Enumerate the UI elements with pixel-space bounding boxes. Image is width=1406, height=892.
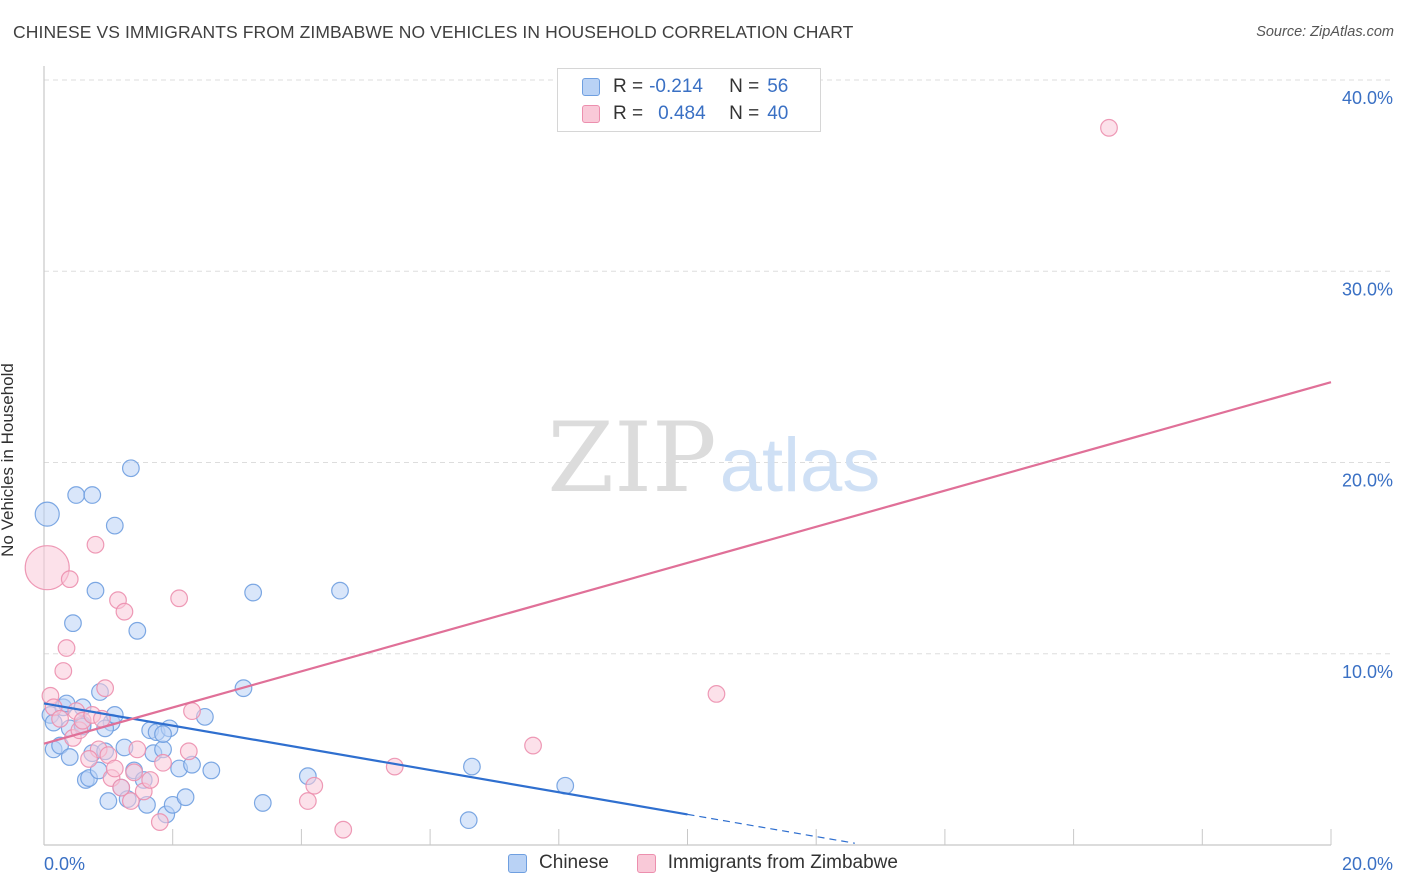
r-label: R = [613, 103, 644, 124]
tick-labels: 10.0% 20.0% 30.0% 40.0% 0.0% 20.0% [44, 88, 1393, 874]
point-chinese [64, 614, 82, 633]
stats-row-zimbabwe: R = 0.484 N = 40 [582, 102, 788, 126]
point-chinese [463, 757, 481, 776]
legend-label-chinese: Chinese [539, 852, 609, 873]
point-chinese [121, 459, 140, 478]
point-zimbabwe [125, 763, 143, 782]
point-zimbabwe [305, 776, 324, 795]
trend-line-zimbabwe [43, 381, 1332, 745]
point-chinese [128, 621, 147, 640]
point-zimbabwe [105, 759, 124, 778]
legend-item-chinese[interactable]: Chinese [508, 852, 609, 874]
point-zimbabwe [141, 771, 160, 789]
y-tick-label: 20.0% [1342, 471, 1393, 491]
point-zimbabwe [334, 820, 353, 839]
point-chinese [244, 583, 263, 602]
point-chinese [163, 795, 182, 814]
trend-lines [43, 381, 1332, 844]
point-chinese [67, 486, 86, 504]
legend-swatch-zimbabwe [636, 853, 656, 873]
watermark-atlas: atlas [720, 423, 881, 508]
point-chinese [105, 516, 124, 535]
point-zimbabwe [51, 709, 69, 728]
point-zimbabwe [80, 750, 98, 768]
y-tick-label: 30.0% [1342, 279, 1393, 299]
point-zimbabwe [150, 813, 169, 831]
point-zimbabwe [707, 685, 726, 703]
point-zimbabwe [57, 639, 76, 657]
y-tick-label: 40.0% [1342, 88, 1393, 108]
point-zimbabwe [112, 778, 131, 797]
stats-swatch-chinese [582, 78, 600, 96]
point-zimbabwe [183, 702, 201, 721]
point-zimbabwe [524, 736, 542, 755]
point-zimbabwe [128, 740, 147, 759]
point-zimbabwe [170, 589, 189, 608]
point-zimbabwe [298, 792, 317, 810]
n-value: 56 [767, 76, 789, 97]
point-chinese [34, 501, 60, 527]
point-zimbabwe [24, 545, 70, 591]
legend: Chinese Immigrants from Zimbabwe [0, 852, 1406, 874]
legend-swatch-chinese [508, 853, 528, 873]
point-chinese [60, 748, 79, 766]
n-value: 40 [767, 103, 789, 124]
point-chinese [176, 788, 195, 807]
point-chinese [154, 725, 172, 743]
r-label: R = [613, 76, 644, 97]
point-chinese [202, 761, 221, 780]
stats-swatch-zimbabwe [582, 105, 600, 123]
legend-item-zimbabwe[interactable]: Immigrants from Zimbabwe [636, 852, 898, 874]
watermark: ZIP atlas [547, 402, 880, 514]
trend-line-chinese [43, 702, 688, 816]
point-zimbabwe [86, 535, 105, 554]
point-zimbabwe [96, 679, 115, 698]
point-zimbabwe [115, 602, 134, 621]
point-zimbabwe [121, 792, 140, 810]
stats-row-chinese: R = -0.214 N = 56 [582, 75, 788, 99]
watermark-zip: ZIP [547, 402, 716, 514]
stats-box: R = -0.214 N = 56 R = 0.484 N = 40 [557, 68, 821, 132]
point-chinese [459, 811, 478, 830]
point-chinese [253, 794, 272, 812]
gridlines [44, 79, 1392, 655]
x-tick-label: 20.0% [1342, 854, 1393, 874]
point-chinese [83, 486, 102, 504]
r-value: 0.484 [658, 103, 706, 124]
y-axis-label: No Vehicles in Household [0, 363, 17, 557]
point-zimbabwe [154, 753, 172, 772]
n-label: N = [729, 76, 760, 97]
point-zimbabwe [60, 570, 79, 589]
x-tick-label: 0.0% [44, 854, 85, 874]
point-zimbabwe [1100, 118, 1118, 137]
source-credit: Source: ZipAtlas.com [1256, 24, 1394, 40]
point-zimbabwe [54, 662, 73, 680]
trend-line-chinese-extrapolated [687, 813, 855, 844]
n-label: N = [729, 103, 760, 124]
point-chinese [331, 581, 349, 600]
point-zimbabwe [385, 757, 404, 776]
point-chinese [86, 581, 105, 600]
legend-label-zimbabwe: Immigrants from Zimbabwe [667, 852, 898, 873]
point-chinese [99, 792, 118, 810]
r-value: -0.214 [649, 76, 703, 97]
y-tick-label: 10.0% [1342, 662, 1393, 682]
point-zimbabwe [179, 742, 198, 761]
chart-title: CHINESE VS IMMIGRANTS FROM ZIMBABWE NO V… [13, 22, 854, 42]
